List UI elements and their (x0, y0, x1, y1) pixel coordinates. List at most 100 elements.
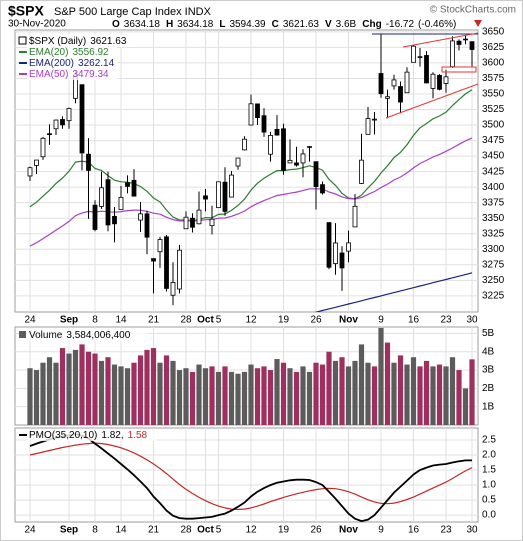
volume-bar (410, 357, 417, 425)
candle-body (352, 205, 358, 228)
x-tick-label: 28 (180, 315, 192, 326)
x-tick-label: 5 (216, 525, 222, 536)
y-tick-label: 5B (482, 328, 495, 339)
legend-entry-part: 3479.34 (72, 69, 109, 80)
y-tick-label: 1.0 (482, 480, 496, 491)
volume-bar (92, 353, 98, 425)
x-tick-label: 24 (24, 315, 36, 326)
volume-bar (443, 366, 449, 425)
plot-area (27, 327, 475, 425)
volume-bar (365, 362, 371, 425)
volume-bar (59, 348, 66, 425)
y-tick-label: 1B (482, 401, 495, 412)
y-tick-label: 3625 (482, 42, 505, 53)
x-tick-label: 24 (24, 525, 36, 536)
legend-entry-part: 3556.92 (72, 47, 109, 58)
x-tick-label: Oct (197, 315, 214, 326)
x-tick-label: 26 (310, 315, 322, 326)
candle-body (463, 38, 468, 41)
candle-body (92, 204, 98, 230)
candle-body (450, 40, 455, 68)
candle-body (190, 217, 195, 228)
x-tick-label: Oct (197, 525, 214, 536)
legend-entry-part: EMA(200) (29, 58, 74, 69)
y-tick-label: 3550 (482, 89, 505, 100)
y-tick-label: 3375 (482, 197, 505, 208)
ema-line (314, 272, 473, 312)
candle-body (430, 73, 436, 89)
x-tick-label: 30 (466, 315, 478, 326)
y-tick-label: 3650 (482, 27, 505, 38)
candle-body (313, 161, 319, 187)
candle-body (242, 138, 247, 151)
volume-bar (306, 371, 313, 425)
y-tick-label: 3600 (482, 58, 505, 69)
volume-bar (430, 366, 436, 425)
x-tick-label: 9 (378, 315, 384, 326)
x-tick-label: 12 (245, 315, 257, 326)
legend-swatch (18, 36, 27, 45)
candle-body (118, 196, 124, 210)
candle-body (164, 236, 169, 289)
plot-area (29, 433, 473, 522)
legend-entry-part: 1.82 (101, 430, 121, 441)
volume-bar (339, 357, 345, 425)
volume-bar (46, 357, 53, 425)
y-tick-label: 4B (482, 346, 495, 357)
quote-part: 3594.39 (229, 19, 266, 30)
volume-bar (118, 366, 124, 425)
candle-body (229, 174, 234, 198)
candle-body (53, 119, 59, 130)
candle-body (424, 55, 429, 84)
volume-bar (196, 364, 202, 425)
volume-bar (98, 360, 105, 425)
volume-bar (33, 370, 40, 425)
y-tick-label: 3350 (482, 213, 505, 224)
y-tick-label: 3225 (482, 290, 505, 301)
x-tick-label: 14 (115, 315, 127, 326)
quote-part: L (219, 19, 225, 30)
candle-body (346, 242, 351, 252)
volume-bar (163, 355, 170, 425)
plot-area (27, 34, 475, 312)
volume-bar (215, 371, 222, 425)
volume-bar (176, 370, 183, 425)
y-tick-label: 3500 (482, 120, 505, 131)
x-tick-label: Sep (60, 525, 78, 536)
candle-body (222, 181, 228, 212)
volume-bar (137, 355, 144, 425)
volume-bar (326, 351, 332, 425)
candle-body (105, 179, 111, 226)
candle-body (287, 159, 293, 164)
quote-part: 3.6B (336, 19, 357, 30)
quote-part: 3634.18 (124, 19, 161, 30)
x-tick-label: 8 (92, 525, 98, 536)
volume-bar (313, 362, 319, 425)
volume-bar (436, 364, 443, 425)
pmo-line (29, 433, 472, 522)
candle-body (248, 103, 254, 126)
subtitle: S&P 500 Large Cap Index INDX (54, 6, 212, 18)
candle-body (177, 249, 182, 290)
volume-bar (469, 359, 475, 425)
support-box (441, 66, 477, 73)
candle-body (138, 213, 143, 221)
date: 30-Nov-2020 (8, 19, 66, 30)
x-tick-label: 16 (408, 315, 420, 326)
ema-line (29, 89, 473, 222)
candle-body (151, 258, 156, 262)
volume-bar (280, 362, 287, 425)
quote-part: -16.72 (386, 19, 415, 30)
candle-body (398, 86, 403, 103)
x-tick-label: 16 (408, 525, 420, 536)
panel (14, 427, 479, 523)
candle-body (359, 159, 364, 184)
x-tick-label: 28 (180, 525, 192, 536)
legend-entry-part: , (121, 430, 124, 441)
candle-body (443, 76, 449, 84)
x-tick-label: 30 (466, 525, 478, 536)
candle-body (274, 128, 280, 136)
candle-body (456, 40, 462, 45)
ema-line (29, 137, 473, 247)
volume-bar (456, 370, 462, 425)
